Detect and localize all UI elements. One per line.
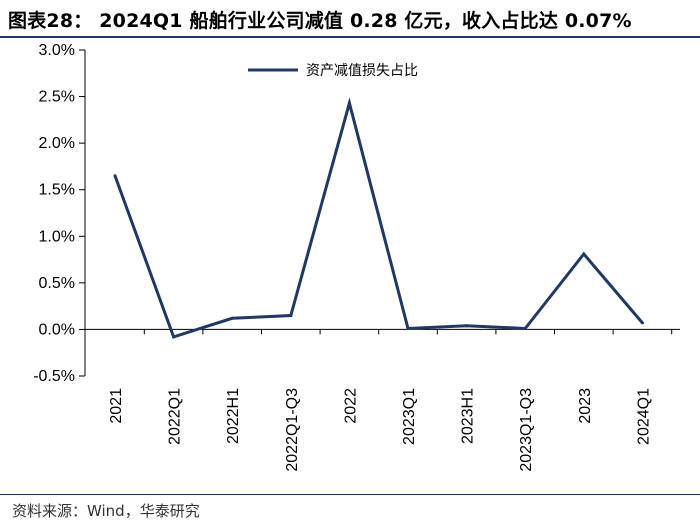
y-tick-label: 2.0% — [39, 135, 75, 152]
data-point — [465, 324, 469, 328]
data-point — [582, 252, 586, 256]
y-tick-label: 1.5% — [39, 182, 75, 199]
series-line — [113, 97, 644, 339]
y-tick-label: 3.0% — [39, 42, 75, 59]
data-point — [347, 101, 351, 105]
x-tick-label: 2021 — [108, 388, 125, 424]
y-tick-label: -0.5% — [33, 368, 75, 385]
x-tick-label: 2024Q1 — [635, 388, 652, 445]
x-tick-label: 2023 — [577, 388, 594, 424]
data-point — [172, 335, 176, 339]
title-divider — [0, 36, 700, 38]
x-tick-label: 2023Q1 — [401, 388, 418, 445]
series-area — [113, 97, 644, 339]
x-tick-label: 2023H1 — [460, 388, 477, 444]
legend: 资产减值损失占比 — [248, 63, 418, 79]
x-tick-label: 2022H1 — [225, 388, 242, 444]
data-point — [230, 316, 234, 320]
data-point — [640, 321, 644, 325]
legend-label: 资产减值损失占比 — [306, 63, 418, 79]
data-point — [113, 174, 117, 178]
y-tick-label: 0.5% — [39, 275, 75, 292]
source-note: 资料来源：Wind，华泰研究 — [12, 502, 200, 520]
y-tick-label: 2.5% — [39, 89, 75, 106]
data-point — [406, 327, 410, 330]
x-tick-label: 2022Q1 — [167, 388, 184, 445]
y-tick-label: 0.0% — [39, 321, 75, 338]
x-tick-label: 2022 — [342, 388, 359, 424]
x-tick-label: 2022Q1-Q3 — [284, 388, 301, 472]
footer-divider — [0, 494, 700, 495]
x-axis: 2021 2022Q1 2022H1 2022Q1-Q3 2022 2023Q1 2023H… — [84, 328, 680, 472]
x-tick-label: 2023Q1-Q3 — [518, 388, 535, 472]
y-tick-label: 1.0% — [39, 228, 75, 245]
chart-title: 图表28： 2024Q1 船舶行业公司减值 0.28 亿元，收入占比达 0.07… — [8, 10, 632, 32]
line-chart: 3.0%2.5%2.0%1.5%1.0%0.5%0.0%-0.5% 2021 20… — [33, 42, 680, 472]
data-point — [523, 327, 527, 330]
data-point — [289, 314, 293, 317]
y-axis: 3.0% 2.5% 2.0% 1.5% 1.0% 0.5% 0.0% -0.5% — [33, 42, 86, 385]
